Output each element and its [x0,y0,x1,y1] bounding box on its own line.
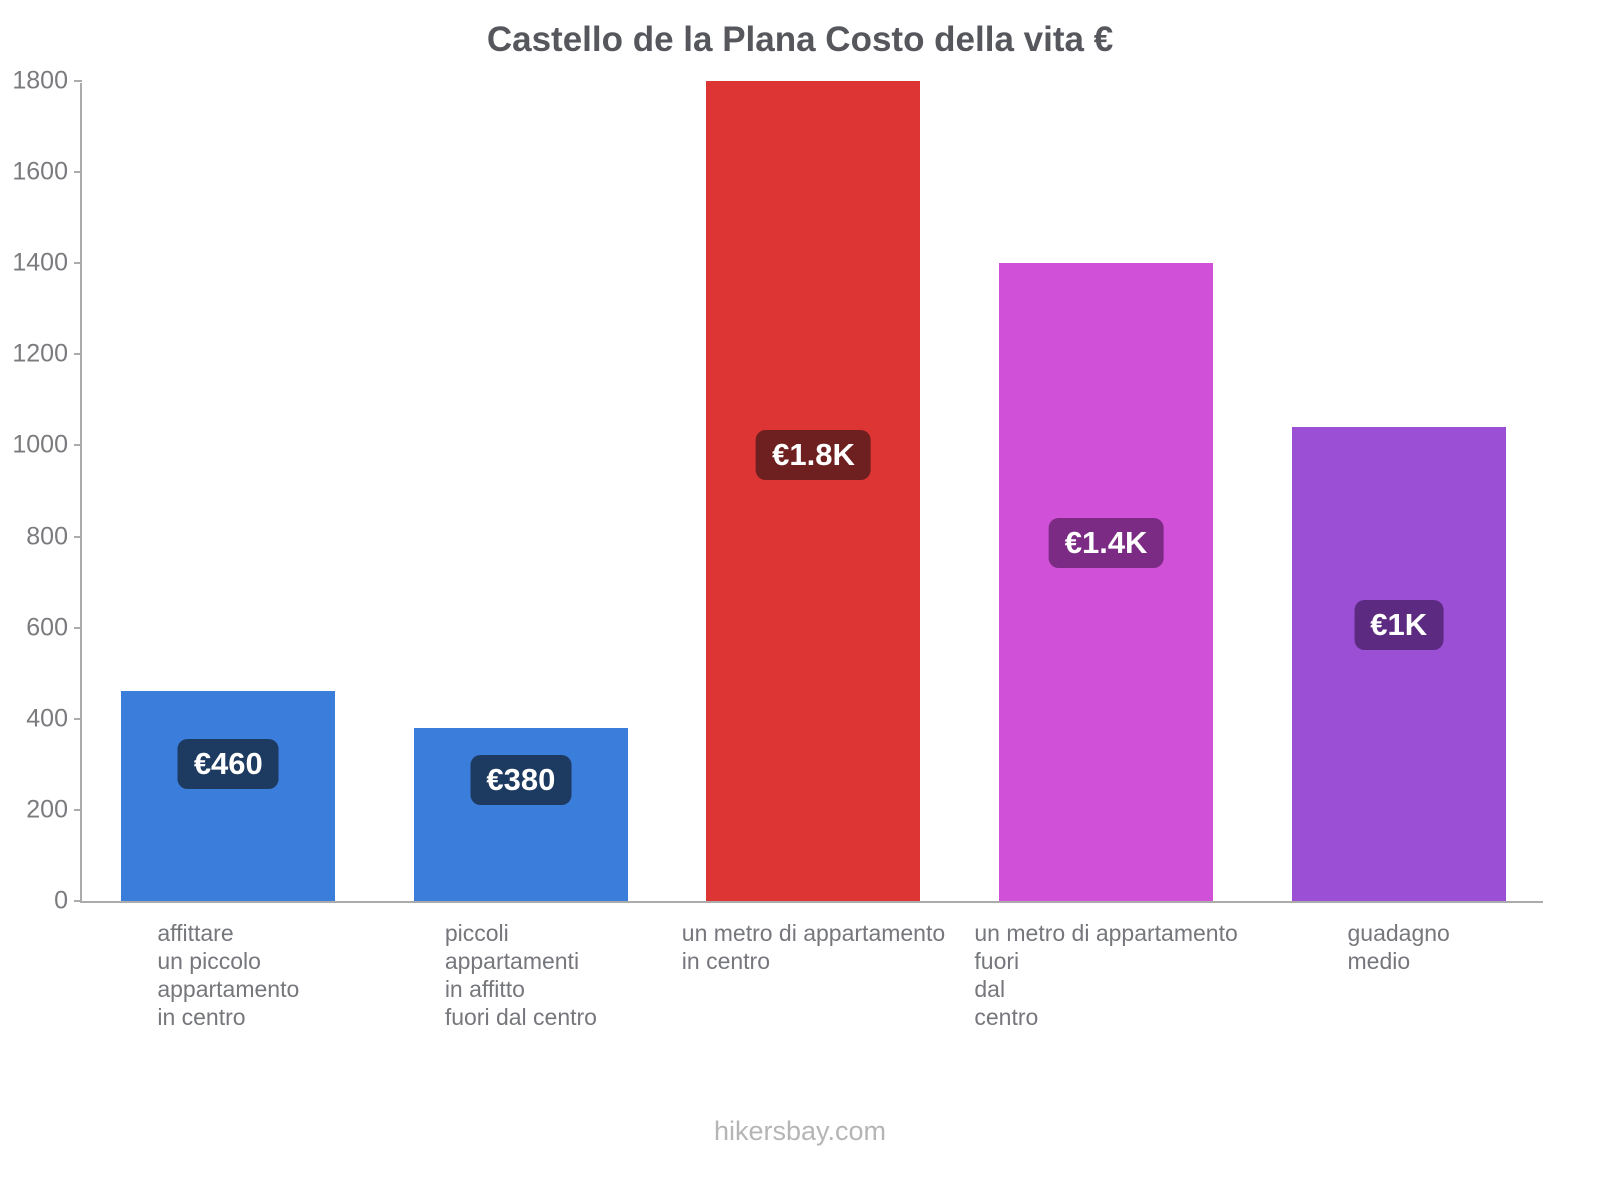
y-axis-tick-label: 600 [26,613,68,642]
y-axis-tick-mark [74,171,82,174]
y-axis-tick-label: 800 [26,522,68,551]
y-axis-tick-label: 400 [26,704,68,733]
x-axis-category-text: piccoli appartamenti in affitto fuori da… [444,920,597,1030]
x-axis-category-text: un metro di appartamento fuori dal centr… [974,920,1238,1030]
bar-value-label: €1.8K [756,429,871,480]
x-axis-category-label: guadagno medio [1252,919,1545,975]
y-axis-tick-mark [74,626,82,629]
x-axis-category-label: un metro di appartamento fuori dal centr… [960,919,1253,1031]
y-axis-tick-label: 1400 [12,248,68,277]
y-axis-tick-mark [74,535,82,538]
x-axis-category-label: affittare un piccolo appartamento in cen… [82,919,375,1031]
plot-area: 0 200 400 600 800 1000 1200 1400 1600 1800 €460 aff… [12,67,1545,1030]
y-axis-tick-mark [74,80,82,82]
bar [121,691,336,901]
bar-slot: €1.8K un metro di appartamento in centro [667,81,960,974]
bar-value-label: €460 [177,739,279,790]
y-axis-tick-mark [74,444,82,447]
bar-value-label: €380 [470,755,572,806]
y-axis-tick-label: 0 [54,886,68,915]
bar-value-label: €1.4K [1048,518,1164,569]
x-axis-category-label: piccoli appartamenti in affitto fuori da… [375,919,668,1031]
x-axis-category-text: affittare un piccolo appartamento in cen… [157,920,300,1030]
bar-slot: €1K guadagno medio [1252,83,1545,974]
bar-value-label: €1K [1354,600,1444,651]
chart-title: Castello de la Plana Costo della vita € [486,20,1114,59]
bar [1291,427,1506,901]
bar [706,81,921,901]
y-axis-tick-label: 1000 [12,430,68,459]
y-axis-tick-label: 1800 [12,66,68,95]
x-axis-category-text: guadagno medio [1347,920,1450,974]
bar [999,263,1214,901]
y-axis-tick-mark [74,353,82,356]
x-axis-category-text: un metro di appartamento in centro [681,920,946,974]
watermark-hikersbay: hikersbay.com [713,1116,887,1146]
bar-slot: €380 piccoli appartamenti in affitto fuor… [375,83,668,1030]
y-axis-tick-label: 200 [26,795,68,824]
y-axis-tick-mark [74,808,82,811]
bar-slot: €460 affittare un piccolo appartamento in… [82,83,375,1030]
bar-slot: €1.4K un metro di appartamento fuori dal … [960,83,1253,1030]
x-axis-category-label: un metro di appartamento in centro [667,919,960,975]
y-axis-tick-mark [74,900,82,902]
y-axis-tick-label: 1600 [12,157,68,186]
y-axis-tick-mark [74,262,82,265]
y-axis-tick-label: 1200 [12,339,68,368]
y-axis-tick-mark [74,717,82,720]
bar [413,727,628,901]
